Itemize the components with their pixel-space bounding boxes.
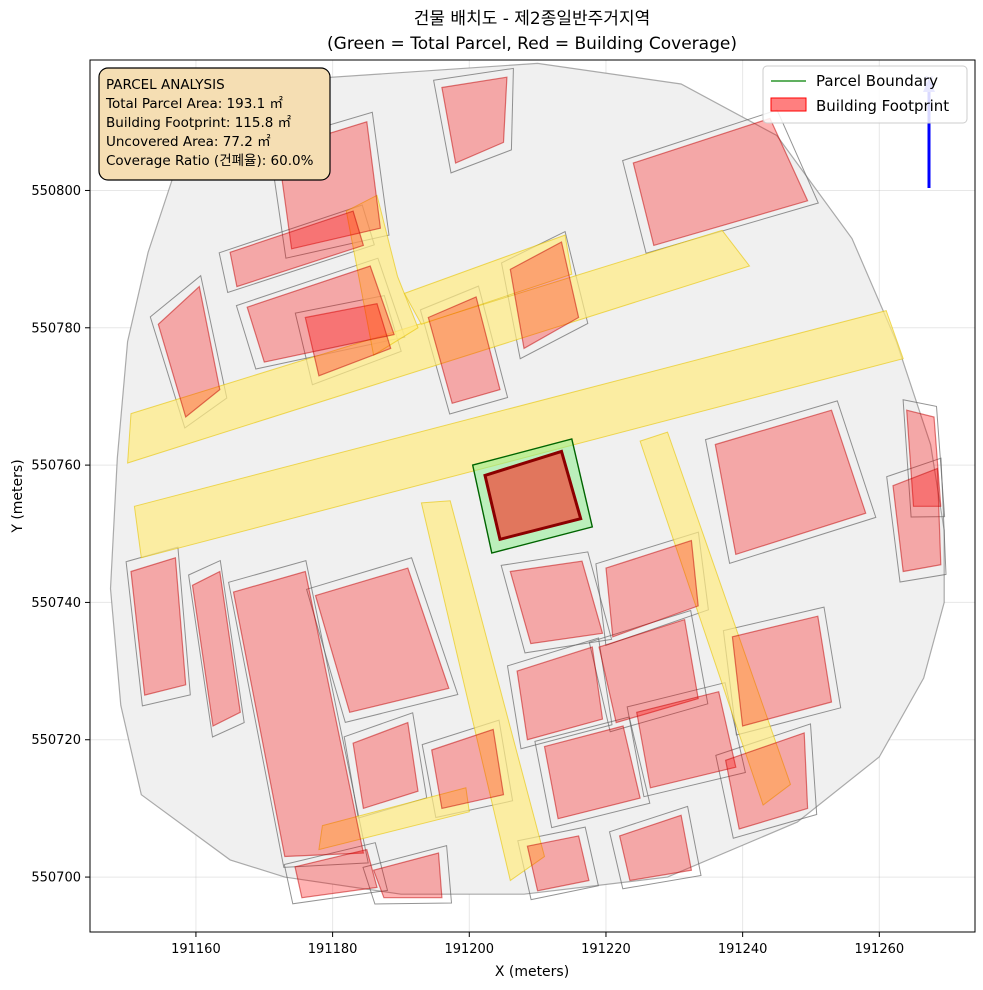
parcel-outline xyxy=(188,559,245,738)
parcel-analysis-box: PARCEL ANALYSIS Total Parcel Area: 193.1… xyxy=(98,67,331,181)
road-segment xyxy=(318,787,470,851)
y-tick-label: 550780 xyxy=(31,321,81,336)
building-footprint xyxy=(431,728,505,810)
x-tick-label: 191260 xyxy=(855,942,905,957)
parcel-outline xyxy=(500,551,613,654)
building-footprint xyxy=(714,409,867,556)
building-footprint xyxy=(605,539,699,638)
building-footprint xyxy=(352,721,419,810)
building-footprint xyxy=(636,690,737,789)
x-tick-label: 191180 xyxy=(308,942,358,957)
parcel-outline xyxy=(715,723,818,839)
building-footprint xyxy=(632,117,809,247)
info-line-4: Coverage Ratio (건폐율): 60.0% xyxy=(106,153,314,169)
building-footprint xyxy=(130,557,187,696)
building-footprint xyxy=(724,732,809,830)
building-footprint xyxy=(543,725,641,820)
building-footprint xyxy=(598,618,699,724)
parcel-outline xyxy=(268,111,390,259)
building-footprint xyxy=(441,76,508,164)
parcel-outline xyxy=(626,682,746,798)
x-tick-label: 191200 xyxy=(444,942,494,957)
road-segment xyxy=(127,229,751,464)
y-axis-ticks: 550700 550720 550740 550760 550780 550800 xyxy=(31,184,90,886)
parcel-outline xyxy=(517,826,599,901)
road-segment xyxy=(133,310,904,559)
parcel-outline xyxy=(886,457,947,583)
building-footprint xyxy=(618,814,693,882)
parcel-outline xyxy=(608,805,702,890)
parcel-outline xyxy=(305,557,459,724)
building-footprint xyxy=(191,570,241,727)
target-parcel-layer xyxy=(471,438,594,554)
building-footprint xyxy=(157,285,221,419)
info-line-3: Uncovered Area: 77.2 ㎡ xyxy=(106,134,271,150)
y-tick-label: 550700 xyxy=(31,871,81,886)
legend-building-swatch xyxy=(770,97,807,112)
building-layer xyxy=(130,76,942,899)
y-axis-label: Y (meters) xyxy=(10,459,26,533)
x-axis-ticks: 191160 191180 191200 191220 191240 191260 xyxy=(171,932,904,957)
y-tick-label: 550800 xyxy=(31,184,81,199)
building-footprint xyxy=(509,560,604,645)
info-line-0: PARCEL ANALYSIS xyxy=(106,77,225,93)
x-axis-label: X (meters) xyxy=(495,964,569,980)
parcel-outline xyxy=(283,842,389,905)
building-footprint xyxy=(906,409,942,507)
building-footprint xyxy=(372,852,443,899)
building-footprint xyxy=(509,241,580,350)
legend-building-label: Building Footprint xyxy=(816,97,949,115)
building-footprint xyxy=(516,646,604,741)
road-segment xyxy=(403,234,573,325)
info-line-1: Total Parcel Area: 193.1 ㎡ xyxy=(105,96,283,112)
parcel-outline xyxy=(433,67,514,174)
building-footprint xyxy=(229,210,365,288)
y-tick-label: 550720 xyxy=(31,733,81,748)
legend-parcel-label: Parcel Boundary xyxy=(816,72,938,90)
road-segment xyxy=(345,194,419,357)
building-footprint xyxy=(294,848,378,899)
x-tick-label: 191160 xyxy=(171,942,221,957)
road-segment xyxy=(420,500,546,882)
legend: Parcel Boundary Building Footprint xyxy=(762,65,968,124)
y-tick-label: 550760 xyxy=(31,459,81,474)
chart-title-line2: (Green = Total Parcel, Red = Building Co… xyxy=(327,34,737,54)
chart-title-line1: 건물 배치도 - 제2종일반주거지역 xyxy=(414,9,650,29)
target-building xyxy=(483,449,583,542)
parcel-outline xyxy=(704,400,877,565)
parcel-outline xyxy=(506,637,613,750)
building-footprint xyxy=(731,615,833,727)
building-footprint xyxy=(526,835,590,892)
plot-frame xyxy=(89,59,976,933)
parcel-outline xyxy=(902,399,946,518)
x-tick-label: 191220 xyxy=(581,942,631,957)
building-footprint xyxy=(427,296,501,405)
parcel-outline xyxy=(622,109,819,254)
parcel-outline xyxy=(534,716,651,829)
building-footprint xyxy=(892,467,942,573)
building-footprint xyxy=(314,567,450,714)
road-segment xyxy=(639,431,792,806)
info-line-2: Building Footprint: 115.8 ㎡ xyxy=(106,115,292,131)
parcel-outline xyxy=(228,559,369,868)
x-tick-label: 191240 xyxy=(718,942,768,957)
road-layer xyxy=(127,194,904,882)
building-footprint xyxy=(246,265,395,363)
parcel-outline xyxy=(362,844,453,905)
building-footprint xyxy=(232,570,365,858)
y-tick-label: 550740 xyxy=(31,596,81,611)
building-footprint xyxy=(304,303,392,377)
